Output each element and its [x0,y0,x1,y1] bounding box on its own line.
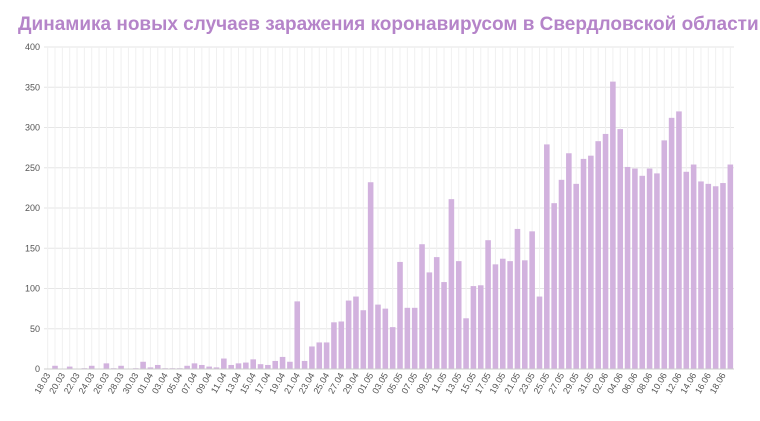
y-tick-label: 150 [25,243,40,253]
bar [441,282,447,369]
bar [683,171,690,369]
bar [654,173,660,369]
bar [720,183,726,369]
bar [66,366,73,369]
bar [140,361,146,369]
bar [727,164,734,369]
bar [676,111,682,370]
bar [617,129,624,369]
bar [639,175,646,369]
bar [301,360,308,369]
bar [118,365,124,369]
bar [257,364,264,369]
bar [272,360,279,369]
y-tick-label: 300 [25,123,40,133]
bar [404,307,411,369]
y-tick-label: 400 [25,42,40,52]
bar [323,342,330,369]
bar [411,307,418,369]
bar [712,186,719,369]
bar [507,261,513,369]
bar [331,322,337,369]
bar [536,296,543,369]
bar [199,364,205,369]
bar [668,117,675,369]
bar [389,327,396,369]
bar [88,365,95,369]
bar [499,258,506,369]
y-tick-label: 0 [35,364,40,374]
bar [235,363,242,369]
y-tick-label: 250 [25,163,40,173]
bar [551,203,557,369]
bar [448,199,455,369]
bar [602,133,609,369]
y-tick-label: 200 [25,203,40,213]
bar [632,168,638,369]
bar [573,183,579,369]
bar [419,244,425,369]
bar [566,153,572,369]
bar [228,364,234,369]
bar [294,301,301,369]
x-tick-label: 18.06 [708,371,728,396]
bar [690,164,697,369]
bar [514,228,521,369]
bar [338,321,345,369]
bar [485,240,491,369]
bar [580,158,587,369]
bar [433,257,440,369]
bar [558,179,565,369]
bar [147,367,154,369]
bar [470,286,477,369]
bar [309,346,315,369]
bar [610,81,616,370]
bar [353,296,359,369]
bar [191,363,198,369]
bar [243,362,249,369]
bar [279,356,286,369]
bar [345,300,352,369]
bar [661,140,668,369]
bar [529,231,535,369]
bar [426,272,433,369]
y-tick-label: 50 [30,324,40,334]
bar [522,260,528,369]
bar [544,144,550,369]
bar [221,358,227,369]
bar [250,359,256,369]
bar [588,155,594,369]
bar [624,166,631,369]
bar [287,361,293,369]
bar [382,308,389,369]
bar [213,367,220,369]
bar [184,365,190,369]
bar [595,141,601,369]
bar [265,364,271,369]
bar [154,364,161,369]
bar [206,366,212,369]
y-tick-label: 100 [25,284,40,294]
bar [397,261,403,369]
chart-title: Динамика новых случаев заражения коронав… [18,14,759,35]
bar [698,181,704,369]
bar [316,342,323,369]
bar [463,318,469,369]
bar [360,310,367,369]
bar [375,304,381,369]
bar [52,365,58,369]
bar [705,183,712,369]
bar [477,285,484,369]
bar [367,182,374,369]
bar [492,264,499,369]
bar [646,168,653,369]
bar [455,261,462,369]
bar [103,363,110,369]
y-tick-label: 350 [25,82,40,92]
